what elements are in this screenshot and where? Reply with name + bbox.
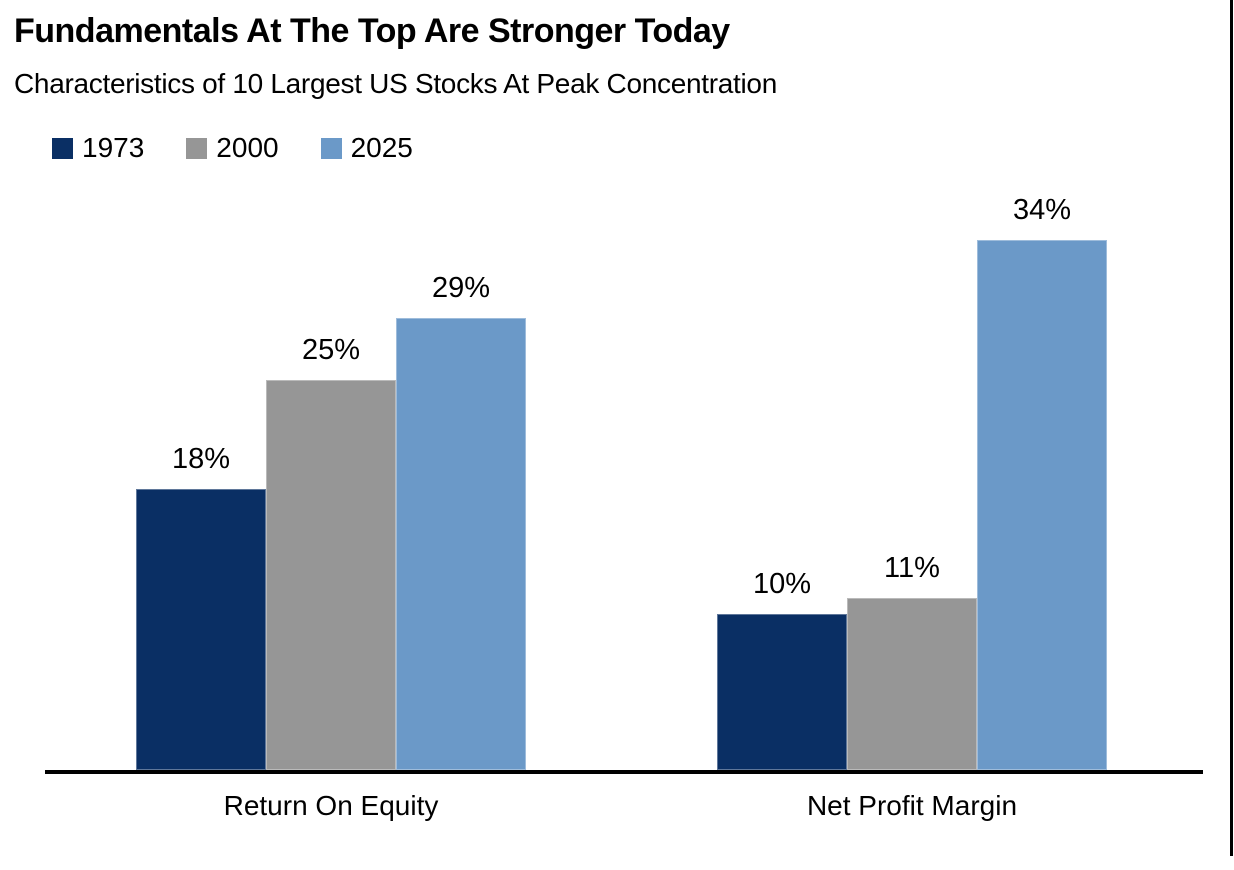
legend-label-2025: 2025 [350,132,413,163]
value-label-1973-return-on-equity: 18% [171,443,231,475]
bar-2000-return-on-equity [266,380,396,770]
legend-item-2025: 2025 [320,132,413,163]
bar-2025-return-on-equity [396,318,526,770]
legend-swatch-2025 [320,137,342,159]
bar-2000-net-profit-margin [847,598,977,770]
legend-swatch-2000 [186,137,208,159]
frame-right-border [1230,0,1233,856]
legend-label-2000: 2000 [216,132,279,163]
legend-swatch-1973 [52,137,73,159]
category-label-return-on-equity: Return On Equity [223,790,439,821]
bar-2025-net-profit-margin [977,240,1107,770]
legend-label-1973: 1973 [82,132,145,163]
value-label-2000-net-profit-margin: 11% [884,552,940,584]
legend-item-1973: 1973 [52,134,144,162]
x-axis-line [45,770,1203,774]
chart-legend: 1973 2000 2025 [52,134,413,162]
chart-subtitle: Characteristics of 10 Largest US Stocks … [14,68,777,99]
category-label-net-profit-margin: Net Profit Margin [806,790,1018,821]
bar-1973-net-profit-margin [717,614,847,770]
bar-1973-return-on-equity [136,489,266,770]
legend-item-2000: 2000 [186,132,279,163]
value-label-2025-return-on-equity: 29% [431,272,491,304]
value-label-2025-net-profit-margin: 34% [1012,194,1072,226]
chart-title: Fundamentals At The Top Are Stronger Tod… [14,12,730,50]
value-label-2000-return-on-equity: 25% [301,334,361,366]
value-label-1973-net-profit-margin: 10% [752,568,812,600]
